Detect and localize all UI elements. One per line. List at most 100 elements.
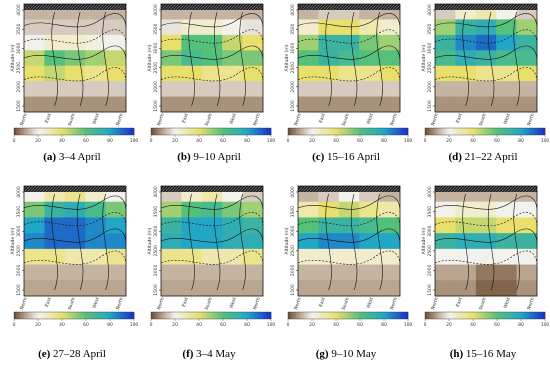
y-tick-label: 2000 [427, 81, 433, 93]
colorbar-step [217, 128, 219, 135]
y-tick-label: 3000 [16, 43, 22, 55]
colorbar-step [251, 128, 253, 135]
heat-cell [339, 35, 360, 51]
colorbar-step [396, 128, 398, 135]
colorbar-tick-label: 40 [333, 322, 339, 328]
colorbar-tick-label: 20 [35, 322, 41, 328]
colorbar-step [171, 312, 173, 319]
terrain-band [298, 186, 400, 192]
colorbar-step [42, 128, 44, 135]
colorbar-step [14, 312, 16, 319]
colorbar-step [292, 312, 294, 319]
heat-cell [455, 217, 476, 233]
colorbar-step [318, 312, 320, 319]
heat-cell [161, 35, 182, 51]
colorbar-tick-label: 0 [287, 322, 290, 328]
x-tick-label: East [44, 112, 53, 123]
colorbar-step [342, 312, 344, 319]
heat-cell [222, 249, 243, 265]
colorbar-step [187, 128, 189, 135]
colorbar-step [76, 128, 78, 135]
colorbar-step [374, 312, 376, 319]
colorbar-step [394, 128, 396, 135]
heat-cell [380, 280, 401, 296]
heat-cell [222, 280, 243, 296]
colorbar-step [52, 128, 54, 135]
heat-cell [298, 50, 319, 66]
colorbar-step [66, 128, 68, 135]
y-tick-label: 2500 [427, 62, 433, 74]
y-tick-label: 3000 [290, 43, 296, 55]
colorbar-step [116, 128, 118, 135]
colorbar-step [98, 128, 100, 135]
colorbar-step [487, 312, 489, 319]
y-tick-label: 2500 [16, 62, 22, 74]
heat-cell [435, 233, 456, 249]
colorbar-step [84, 312, 86, 319]
colorbar-tick-label: 100 [267, 322, 276, 328]
heat-cell [359, 66, 380, 82]
colorbar-step [201, 128, 203, 135]
x-tick-label: North [115, 113, 125, 127]
colorbar-step [316, 128, 318, 135]
colorbar-step [302, 128, 304, 135]
heat-cell [298, 249, 319, 265]
colorbar-step [18, 312, 20, 319]
colorbar-step [261, 312, 263, 319]
heat-cell [202, 280, 223, 296]
heat-cell [24, 217, 45, 233]
colorbar-step [114, 312, 116, 319]
heat-cell [435, 50, 456, 66]
colorbar-step [241, 312, 243, 319]
colorbar-step [324, 128, 326, 135]
heat-cell [380, 66, 401, 82]
y-tick-label: 1500 [290, 100, 296, 112]
y-axis-title: Altitude (m) [284, 227, 290, 254]
y-tick-label: 1500 [153, 100, 159, 112]
heat-cell [85, 97, 106, 113]
heat-cell [455, 280, 476, 296]
colorbar-step [112, 312, 114, 319]
colorbar-step [431, 312, 433, 319]
colorbar-step [110, 128, 112, 135]
colorbar-step [308, 312, 310, 319]
colorbar-step [58, 128, 60, 135]
colorbar-tick-label: 80 [244, 138, 250, 144]
colorbar-tick-label: 80 [518, 138, 524, 144]
colorbar-step [310, 128, 312, 135]
heat-cell [65, 233, 86, 249]
colorbar-step [211, 312, 213, 319]
colorbar-step [328, 128, 330, 135]
colorbar-step [112, 128, 114, 135]
colorbar-step [207, 312, 209, 319]
x-tick-label: North [252, 297, 262, 311]
colorbar-step [372, 128, 374, 135]
heat-cell [161, 249, 182, 265]
colorbar-step [215, 312, 217, 319]
heat-cell [181, 66, 202, 82]
colorbar-step [76, 312, 78, 319]
colorbar-step [231, 128, 233, 135]
colorbar-step [324, 312, 326, 319]
colorbar-step [497, 312, 499, 319]
colorbar-step [191, 312, 193, 319]
y-tick-label: 2000 [16, 265, 22, 277]
colorbar-step [489, 312, 491, 319]
colorbar-step [346, 128, 348, 135]
colorbar-step [14, 128, 16, 135]
heat-cell [243, 35, 264, 51]
colorbar-step [384, 128, 386, 135]
heat-cell [44, 66, 65, 82]
heat-cell [476, 97, 497, 113]
colorbar-step [344, 128, 346, 135]
colorbar-step [58, 312, 60, 319]
colorbar-step [118, 128, 120, 135]
panel-label: (e) [38, 348, 51, 360]
colorbar-step [465, 128, 467, 135]
colorbar-step [40, 312, 42, 319]
heat-cell [24, 35, 45, 51]
colorbar-tick-label: 100 [130, 138, 139, 144]
colorbar-step [80, 128, 82, 135]
colorbar-step [320, 312, 322, 319]
heat-cell [339, 280, 360, 296]
